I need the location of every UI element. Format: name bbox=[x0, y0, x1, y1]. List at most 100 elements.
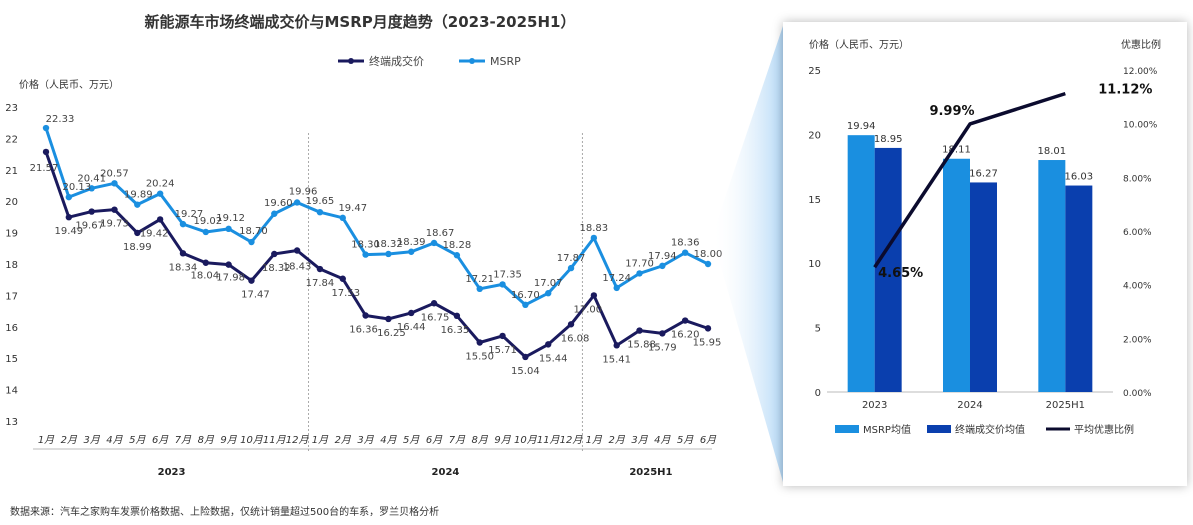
series-point-1 bbox=[156, 190, 164, 197]
y-tick-label: 14 bbox=[5, 386, 18, 397]
data-label-1: 20.57 bbox=[100, 168, 129, 179]
x-tick-label: 11月 bbox=[263, 435, 287, 446]
panel-y-tick-label: 15 bbox=[808, 195, 821, 206]
y-tick-label: 15 bbox=[5, 354, 18, 365]
series-point-0 bbox=[65, 214, 73, 221]
data-label-0: 17.47 bbox=[241, 290, 270, 301]
x-tick-label: 8月 bbox=[472, 435, 489, 446]
data-label-1: 16.70 bbox=[511, 290, 540, 301]
x-tick-label: 5月 bbox=[677, 435, 694, 446]
series-point-0 bbox=[202, 259, 209, 266]
series-point-1 bbox=[225, 225, 232, 233]
series-point-1 bbox=[659, 262, 666, 270]
y-tick-label: 22 bbox=[5, 134, 18, 145]
panel-y2-axis-title: 优惠比例 bbox=[1121, 38, 1161, 51]
x-tick-label: 6月 bbox=[426, 435, 443, 446]
data-label-1: 20.24 bbox=[146, 179, 175, 190]
series-point-1 bbox=[65, 193, 73, 201]
series-point-1 bbox=[590, 234, 598, 242]
discount-ratio-line bbox=[873, 91, 1066, 269]
data-label-1: 18.83 bbox=[580, 223, 609, 234]
bar-1 bbox=[1065, 185, 1093, 392]
panel-y2-tick-label: 12.00% bbox=[1123, 67, 1158, 77]
panel-legend-label-1: 终端成交价均值 bbox=[955, 423, 1025, 436]
series-point-1 bbox=[499, 281, 506, 288]
panel-y2-tick-label: 6.00% bbox=[1123, 228, 1152, 238]
year-group-label: 2023 bbox=[158, 467, 186, 478]
source-note: 数据来源：汽车之家购车发票价格数据、上险数据，仅统计销量超过500台的车系，罗兰… bbox=[10, 507, 440, 518]
series-point-1 bbox=[316, 208, 324, 216]
bar-1 bbox=[874, 147, 902, 392]
x-tick-label: 10月 bbox=[240, 435, 264, 446]
data-label-1: 17.21 bbox=[465, 274, 494, 285]
data-label-0: 16.08 bbox=[561, 333, 590, 344]
series-point-0 bbox=[545, 341, 552, 348]
data-label-1: 19.47 bbox=[338, 203, 367, 214]
series-point-1 bbox=[613, 284, 620, 292]
y-tick-label: 18 bbox=[5, 260, 18, 271]
x-tick-label: 1月 bbox=[586, 435, 603, 446]
panel-legend-swatch-0 bbox=[835, 425, 859, 433]
data-label-0: 19.67 bbox=[75, 221, 104, 232]
legend-marker-1 bbox=[469, 58, 475, 64]
data-label-0: 19.49 bbox=[55, 226, 84, 237]
series-point-1 bbox=[202, 228, 209, 236]
data-label-1: 18.67 bbox=[426, 228, 455, 239]
series-point-0 bbox=[476, 339, 483, 346]
series-point-1 bbox=[567, 264, 575, 272]
series-point-0 bbox=[248, 277, 255, 284]
data-label-1: 17.35 bbox=[493, 269, 522, 280]
series-line-0 bbox=[44, 151, 709, 359]
data-label-1: 19.96 bbox=[289, 186, 318, 197]
data-label-0: 15.71 bbox=[488, 345, 517, 356]
x-tick-label: 4月 bbox=[106, 435, 123, 446]
series-point-0 bbox=[271, 250, 278, 258]
panel-y2-tick-label: 4.00% bbox=[1123, 282, 1152, 292]
panel-x-tick-label: 2023 bbox=[862, 400, 887, 411]
series-point-1 bbox=[385, 250, 392, 258]
panel-x-tick-label: 2025H1 bbox=[1046, 400, 1085, 411]
data-label-1: 19.27 bbox=[175, 209, 204, 220]
series-point-0 bbox=[316, 265, 324, 273]
series-point-0 bbox=[339, 275, 346, 282]
data-label-0: 18.43 bbox=[283, 261, 312, 272]
series-point-1 bbox=[271, 210, 278, 217]
bar-label-1: 16.27 bbox=[969, 168, 998, 179]
series-point-0 bbox=[430, 300, 438, 307]
data-label-0: 15.41 bbox=[602, 354, 631, 365]
series-point-1 bbox=[430, 239, 438, 247]
x-tick-label: 3月 bbox=[83, 435, 100, 446]
bar-label-0: 19.94 bbox=[847, 121, 876, 132]
data-label-0: 18.04 bbox=[190, 271, 219, 282]
series-point-1 bbox=[111, 180, 118, 187]
series-point-1 bbox=[134, 201, 141, 208]
bar-0 bbox=[847, 135, 875, 392]
x-tick-label: 2月 bbox=[335, 435, 352, 446]
x-tick-label: 5月 bbox=[403, 435, 420, 446]
chart-title: 新能源车市场终端成交价与MSRP月度趋势（2023-2025H1） bbox=[145, 13, 576, 31]
x-tick-label: 1月 bbox=[312, 435, 329, 446]
data-label-0: 19.73 bbox=[100, 219, 129, 230]
series-point-0 bbox=[636, 327, 643, 334]
series-point-0 bbox=[111, 206, 118, 213]
callout-wedge bbox=[712, 26, 783, 482]
annual-summary-chart: 价格（人民币、万元） 优惠比例 0 5 10 15 20 25 0.00% 2.00% 4.00% 6… bbox=[808, 38, 1161, 436]
annual-summary-panel: 价格（人民币、万元） 优惠比例 0 5 10 15 20 25 0.00% 2.00% 4.00% 6… bbox=[783, 22, 1187, 486]
data-label-0: 15.50 bbox=[465, 352, 494, 363]
data-label-1: 18.70 bbox=[239, 226, 268, 237]
data-label-0: 16.20 bbox=[671, 330, 700, 341]
data-label-0: 16.36 bbox=[349, 324, 378, 335]
panel-y-axis-title: 价格（人民币、万元） bbox=[809, 38, 909, 51]
data-label-1: 22.33 bbox=[46, 114, 75, 125]
series-point-0 bbox=[522, 353, 529, 361]
series-point-1 bbox=[545, 290, 552, 297]
data-label-1: 17.70 bbox=[625, 258, 654, 269]
data-label-0: 17.98 bbox=[216, 273, 245, 284]
y-tick-label: 17 bbox=[5, 291, 18, 302]
series-point-0 bbox=[681, 317, 689, 324]
data-label-0: 15.79 bbox=[648, 342, 677, 353]
series-point-1 bbox=[408, 248, 415, 255]
x-tick-label: 3月 bbox=[631, 435, 648, 446]
data-label-0: 19.42 bbox=[140, 228, 169, 239]
